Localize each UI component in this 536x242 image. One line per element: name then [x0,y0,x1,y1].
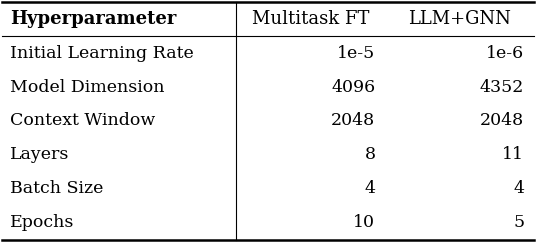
Text: 8: 8 [364,146,375,164]
Text: Layers: Layers [10,146,70,164]
Text: 1e-5: 1e-5 [337,45,375,61]
Text: 1e-6: 1e-6 [486,45,524,61]
Text: 4352: 4352 [480,78,524,96]
Text: 11: 11 [502,146,524,164]
Text: Epochs: Epochs [10,214,75,231]
Text: 2048: 2048 [480,113,524,129]
Text: Initial Learning Rate: Initial Learning Rate [10,45,194,61]
Text: LLM+GNN: LLM+GNN [408,10,511,28]
Text: Model Dimension: Model Dimension [10,78,165,96]
Text: Hyperparameter: Hyperparameter [10,10,176,28]
Text: 4: 4 [364,181,375,197]
Text: 4: 4 [513,181,524,197]
Text: Multitask FT: Multitask FT [252,10,369,28]
Text: 10: 10 [353,214,375,231]
Text: Batch Size: Batch Size [10,181,103,197]
Text: 2048: 2048 [331,113,375,129]
Text: Context Window: Context Window [10,113,155,129]
Text: 4096: 4096 [331,78,375,96]
Text: 5: 5 [513,214,524,231]
